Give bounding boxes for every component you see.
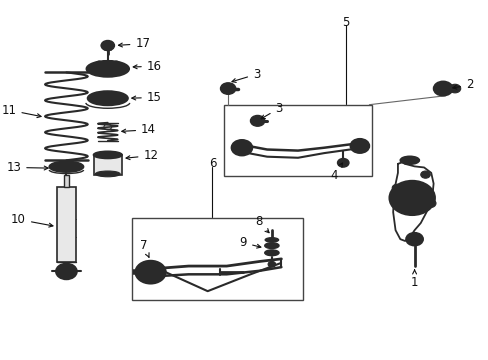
Circle shape [220,83,235,94]
Circle shape [405,233,422,246]
Circle shape [250,116,264,126]
Ellipse shape [267,251,275,255]
Circle shape [61,267,72,276]
Ellipse shape [264,243,279,248]
Ellipse shape [264,238,278,242]
Circle shape [433,81,452,96]
Ellipse shape [267,244,275,247]
Circle shape [267,261,275,267]
Text: 14: 14 [122,123,156,136]
Circle shape [56,264,77,279]
Text: 5: 5 [341,16,348,29]
Text: 17: 17 [118,37,150,50]
Circle shape [231,140,252,156]
Text: 11: 11 [1,104,41,118]
Ellipse shape [95,171,120,177]
Circle shape [146,269,154,275]
Circle shape [354,142,364,149]
Circle shape [448,84,460,93]
Text: 8: 8 [254,215,268,233]
Circle shape [96,61,102,66]
Text: 6: 6 [208,157,216,170]
Circle shape [135,261,165,284]
Circle shape [101,41,114,50]
Text: 13: 13 [6,161,48,174]
Circle shape [391,184,401,192]
Bar [224,105,371,176]
Circle shape [420,171,429,178]
Ellipse shape [49,161,83,172]
Text: 16: 16 [133,60,162,73]
Ellipse shape [400,156,419,164]
Circle shape [405,193,418,203]
Bar [63,175,69,187]
Text: 10: 10 [11,213,53,227]
Circle shape [437,85,447,92]
Circle shape [410,236,418,242]
Text: 3: 3 [231,68,260,82]
Circle shape [113,61,120,66]
Circle shape [224,86,231,91]
Text: 12: 12 [126,149,158,162]
Circle shape [404,157,414,164]
Bar [93,155,122,175]
Circle shape [424,199,435,208]
Text: 4: 4 [329,163,342,182]
Circle shape [350,139,368,153]
Text: 7: 7 [140,239,149,257]
Ellipse shape [86,61,129,77]
Text: 3: 3 [261,102,282,119]
Text: 15: 15 [132,91,162,104]
Text: 9: 9 [239,236,260,249]
Circle shape [142,266,159,279]
Circle shape [397,187,426,209]
Text: 1: 1 [410,270,417,289]
Circle shape [236,144,246,152]
Ellipse shape [97,60,118,72]
Ellipse shape [54,164,78,171]
Text: 2: 2 [452,78,472,91]
Bar [131,218,302,300]
Bar [57,187,76,262]
Circle shape [253,118,261,124]
Ellipse shape [264,250,279,256]
Circle shape [103,62,112,69]
Ellipse shape [93,151,122,158]
Ellipse shape [87,91,128,105]
Circle shape [388,181,434,215]
Circle shape [337,158,348,167]
